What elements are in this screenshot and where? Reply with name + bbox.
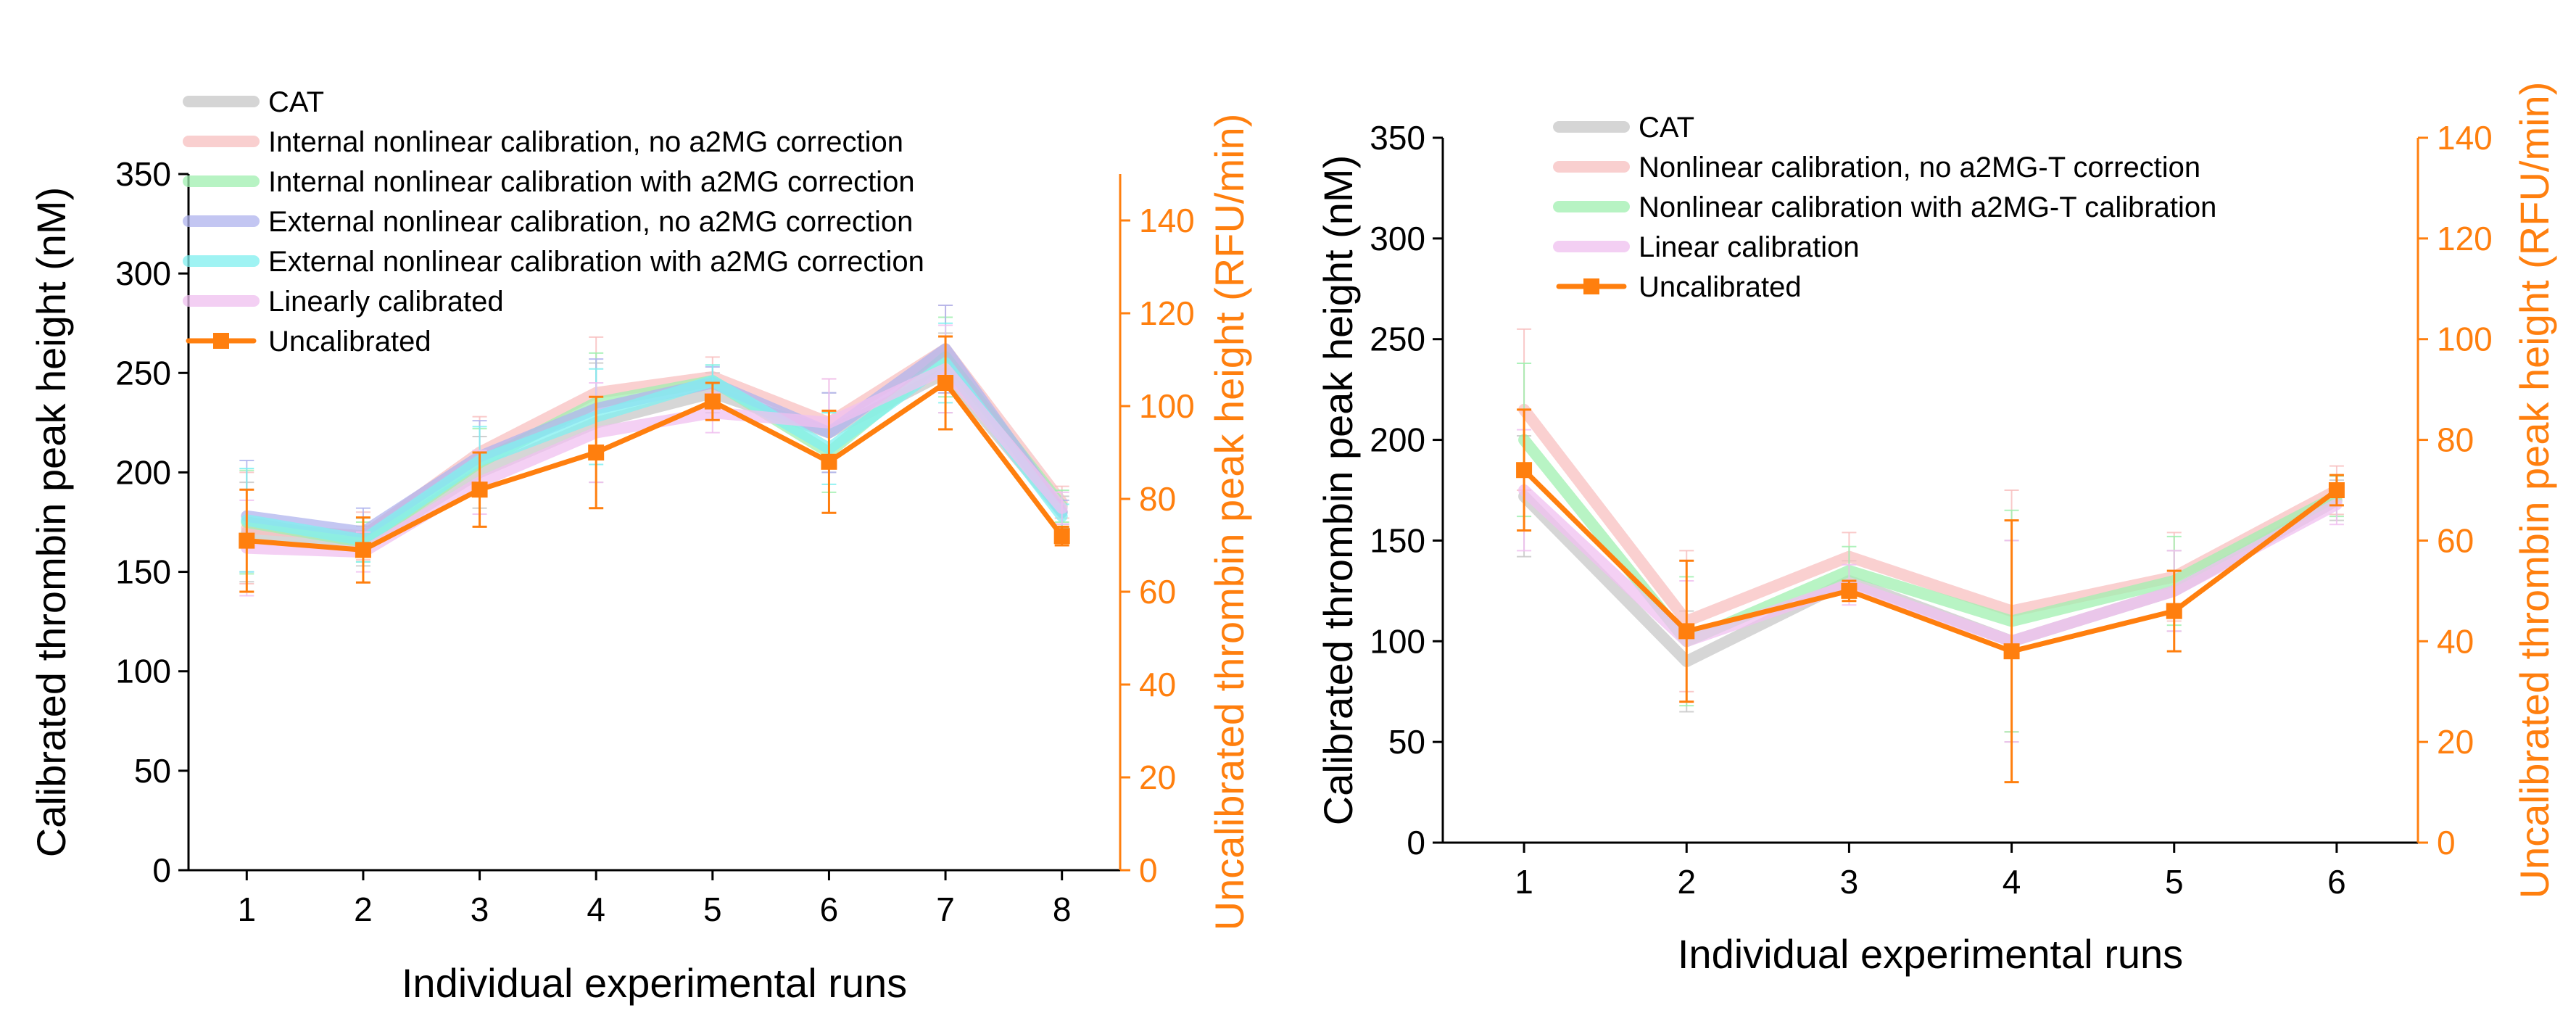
legend-label: External nonlinear calibration, no a2MG … (268, 206, 913, 238)
x-tick-label: 4 (587, 890, 605, 928)
data-point (1053, 528, 1070, 545)
right-y-tick-label: 20 (2437, 723, 2474, 761)
chart-panel-1: 0 50 100 150 200 250 300 350 0 20 40 60 80 100 120 140 1… (28, 86, 1252, 1006)
legend-label: Uncalibrated (1639, 271, 1802, 303)
legend: CAT Internal nonlinear calibration, no a2… (183, 86, 924, 358)
left-y-tick-label: 0 (1407, 824, 1425, 861)
data-point (2328, 482, 2345, 498)
right-y-tick-label: 40 (2437, 622, 2474, 660)
data-point (1678, 623, 1695, 640)
series-2 (1517, 328, 2344, 733)
right-y-tick-label: 60 (2437, 521, 2474, 559)
legend-label: External nonlinear calibration with a2MG… (268, 246, 924, 278)
right-y-tick-label: 0 (2437, 824, 2456, 861)
left-y-tick-label: 150 (1370, 521, 1425, 559)
data-point (471, 482, 488, 498)
x-tick-label: 3 (1840, 863, 1859, 901)
data-point (704, 393, 721, 410)
left-y-axis-title: Calibrated thrombin peak height (nM) (28, 187, 74, 857)
legend-label: Uncalibrated (268, 326, 431, 358)
right-y-tick-label: 140 (1139, 202, 1195, 239)
x-tick-label: 6 (2327, 863, 2346, 901)
x-axis-title: Individual experimental runs (1678, 931, 2183, 977)
left-y-tick-label: 250 (115, 354, 171, 392)
right-y-axis-title: Uncalibrated thrombin peak height (RFU/m… (2511, 82, 2557, 899)
data-point (588, 445, 605, 460)
right-y-axis-title: Uncalibrated thrombin peak height (RFU/m… (1206, 114, 1252, 931)
right-y-tick-label: 20 (1139, 759, 1176, 796)
left-y-tick-label: 200 (115, 453, 171, 491)
left-y-tick-label: 200 (1370, 421, 1425, 459)
right-y-tick-label: 80 (2437, 421, 2474, 459)
x-tick-label: 7 (936, 890, 955, 928)
left-y-tick-label: 0 (152, 851, 171, 889)
x-tick-label: 2 (354, 890, 373, 928)
x-tick-label: 3 (471, 890, 489, 928)
x-tick-label: 1 (1515, 863, 1533, 901)
series-7 (239, 335, 1070, 593)
data-point (2003, 643, 2020, 660)
x-axis-title: Individual experimental runs (402, 960, 907, 1006)
series-line (1518, 484, 2343, 648)
legend-marker (213, 333, 229, 349)
series-5 (1516, 408, 2345, 784)
legend-label: Nonlinear calibration with a2MG-T calibr… (1639, 191, 2216, 223)
left-y-tick-label: 100 (115, 653, 171, 690)
left-y-tick-label: 350 (1370, 119, 1425, 157)
right-y-tick-label: 0 (1139, 851, 1158, 889)
legend-label: Linear calibration (1639, 231, 1860, 263)
legend-label: Linearly calibrated (268, 286, 504, 318)
data-point (355, 542, 371, 558)
data-point (1516, 462, 1533, 479)
left-y-tick-label: 150 (115, 553, 171, 591)
right-y-tick-label: 120 (1139, 294, 1195, 332)
left-y-tick-label: 250 (1370, 321, 1425, 358)
data-point (2166, 603, 2182, 619)
left-y-axis-title: Calibrated thrombin peak height (nM) (1315, 155, 1361, 825)
right-y-tick-label: 40 (1139, 666, 1176, 703)
data-point (239, 532, 255, 549)
left-y-tick-label: 50 (1388, 723, 1425, 761)
x-tick-label: 5 (2165, 863, 2184, 901)
legend-label: Internal nonlinear calibration with a2MG… (268, 166, 915, 198)
legend-label: CAT (268, 86, 324, 118)
left-y-tick-label: 100 (1370, 622, 1425, 660)
x-tick-label: 6 (820, 890, 839, 928)
right-y-tick-label: 60 (1139, 573, 1176, 611)
x-tick-label: 4 (2003, 863, 2021, 901)
chart-panel-2: 0 50 100 150 200 250 300 350 0 20 40 60 80 100 120 140 1… (1315, 82, 2557, 977)
right-y-tick-label: 100 (1139, 387, 1195, 425)
left-y-tick-label: 300 (115, 255, 171, 292)
left-y-tick-label: 350 (115, 155, 171, 193)
x-tick-label: 2 (1677, 863, 1696, 901)
left-y-tick-label: 300 (1370, 220, 1425, 257)
data-point (821, 453, 837, 470)
data-point (937, 375, 954, 391)
x-tick-label: 1 (238, 890, 257, 928)
legend: CAT Nonlinear calibration, no a2MG-T corr… (1553, 112, 2216, 303)
x-tick-label: 5 (703, 890, 722, 928)
legend-label: Nonlinear calibration, no a2MG-T correct… (1639, 152, 2200, 183)
left-y-tick-label: 50 (134, 752, 171, 790)
legend-label: CAT (1639, 112, 1694, 144)
right-y-tick-label: 140 (2437, 119, 2493, 157)
data-point (1841, 582, 1858, 599)
right-y-tick-label: 100 (2437, 321, 2493, 358)
x-tick-label: 8 (1053, 890, 1072, 928)
series-line (244, 380, 1065, 553)
right-y-tick-label: 80 (1139, 480, 1176, 518)
legend-label: Internal nonlinear calibration, no a2MG … (268, 126, 903, 158)
legend-marker (1583, 278, 1599, 294)
series-line (1521, 467, 2340, 654)
right-y-tick-label: 120 (2437, 220, 2493, 257)
